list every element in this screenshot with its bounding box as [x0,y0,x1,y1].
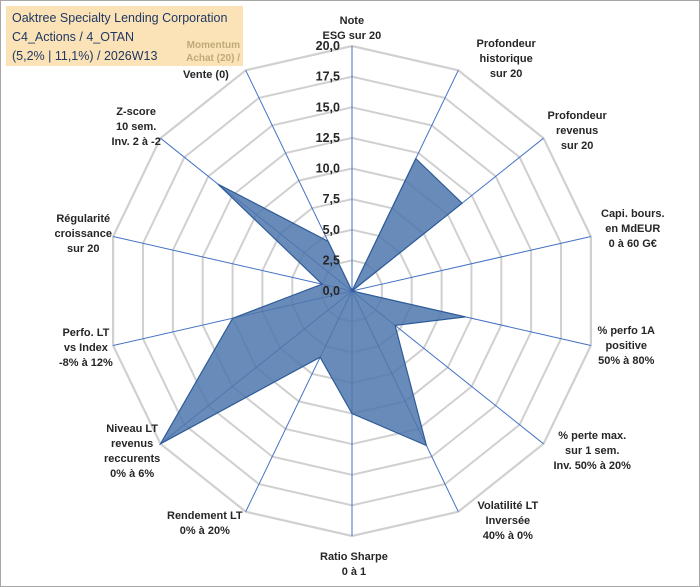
tick-label: 5,0 [323,223,340,237]
axis-label: Perfo. LT vs Index -8% à 12% [59,327,113,369]
category-code: C4_Actions / 4_OTAN [12,30,135,44]
tick-label: 17,5 [316,70,340,84]
axis-label: Profondeur revenus sur 20 [547,110,607,152]
axis-label: Niveau LT revenus reccurents 0% à 6% [104,423,161,480]
axis-label: Volatilité LT Inversée 40% à 0% [477,500,539,542]
tick-label: 2,5 [323,253,340,267]
series-area [158,157,466,447]
tick-label: 20,0 [316,39,340,53]
title-box: Oaktree Specialty Lending Corporation C4… [6,6,243,66]
axis-label: % perfo 1A positive 50% à 80% [597,325,655,367]
axis-label: Z-score 10 sem. Inv. 2 à -2 [111,106,161,148]
momentum-label: Momentum Achat (20) / [186,40,240,64]
axis-label: Capi. bours. en MdEUR 0 à 60 G€ [601,208,665,250]
axis-label: Rendement LT 0% à 20% [167,510,243,537]
axis-label: Profondeur historique sur 20 [476,38,536,80]
tick-label: 15,0 [316,100,340,114]
axis-label: Vente (0) [183,69,229,81]
tick-label: 12,5 [316,131,340,145]
stats-week: (5,2% | 11,1%) / 2026W13 [12,49,158,63]
radial-tick-labels: 0,0 2,5 5,0 7,5 10,0 12,5 15,0 17,5 20,0 [316,39,340,298]
tick-label: 7,5 [323,192,340,206]
tick-label: 10,0 [316,162,340,176]
axis-spoke [351,236,592,292]
company-name: Oaktree Specialty Lending Corporation [12,11,228,25]
axis-label: Note ESG sur 20 [322,15,382,42]
axis-spoke [112,236,353,292]
axis-label: % perte max. sur 1 sem. Inv. 50% à 20% [553,430,631,472]
tick-label: 0,0 [323,284,340,298]
axis-label: Régularité croissance sur 20 [54,213,112,255]
axis-label: Ratio Sharpe 0 à 1 [320,551,388,578]
